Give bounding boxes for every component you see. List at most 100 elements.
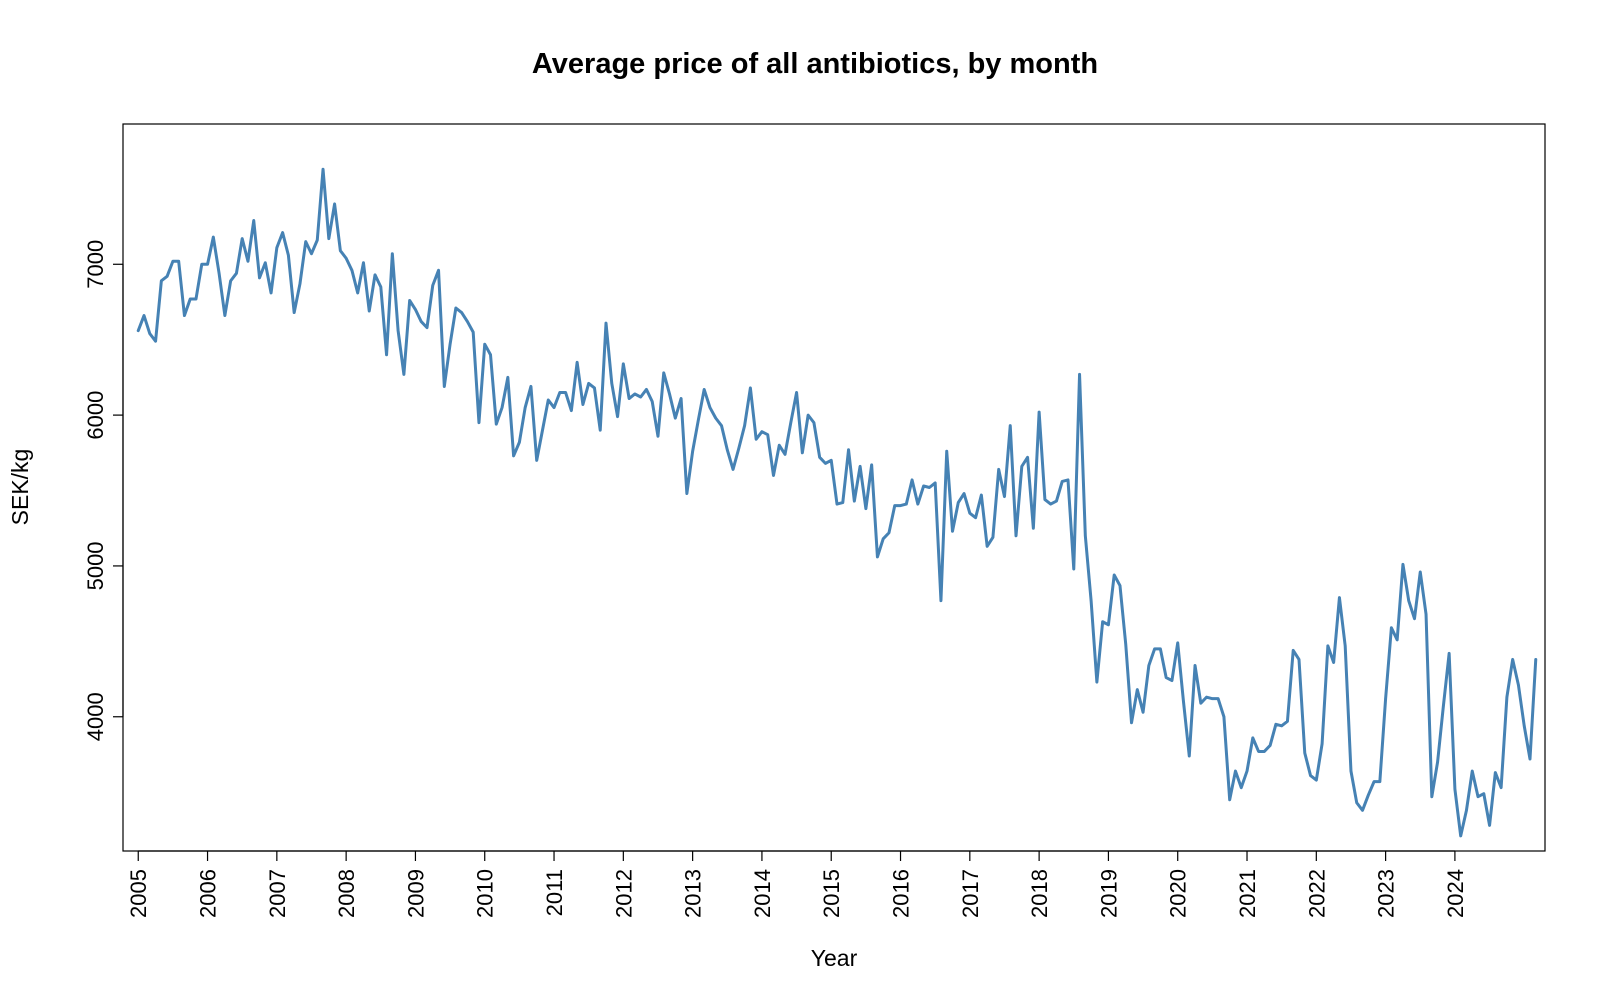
data-point [806, 413, 810, 417]
data-point [697, 418, 700, 421]
data-point [645, 388, 648, 391]
data-point [933, 481, 937, 485]
data-point [310, 252, 313, 255]
data-point [535, 459, 538, 462]
data-point [818, 456, 821, 459]
data-point [1061, 480, 1064, 483]
data-point [760, 430, 764, 433]
x-tick-label: 2015 [819, 869, 844, 918]
data-point [910, 478, 914, 482]
data-point [1072, 567, 1075, 571]
data-point [1309, 774, 1312, 777]
data-point [304, 240, 307, 243]
x-axis-label: Year [811, 945, 858, 971]
data-point [506, 376, 510, 379]
data-point [431, 284, 434, 287]
x-tick-label: 2021 [1235, 869, 1260, 918]
data-point [1014, 534, 1018, 537]
data-point [477, 421, 481, 424]
data-point [835, 502, 839, 506]
data-point [1378, 780, 1382, 783]
data-point [1511, 658, 1514, 661]
data-point [523, 406, 527, 409]
data-point [154, 340, 157, 343]
data-point [1534, 658, 1537, 661]
data-point [812, 421, 816, 424]
data-point [1447, 652, 1451, 655]
data-point [1251, 736, 1254, 740]
data-point [1338, 596, 1341, 599]
data-point [824, 462, 827, 465]
data-point [974, 516, 977, 519]
x-tick-label: 2016 [889, 869, 914, 918]
data-point [1049, 502, 1052, 506]
data-point [651, 400, 654, 403]
data-points [137, 168, 1537, 838]
data-point [639, 395, 642, 399]
data-point [1286, 720, 1289, 723]
data-point [489, 353, 492, 356]
data-point [599, 428, 602, 432]
x-tick-label: 2024 [1443, 869, 1468, 918]
data-point [1118, 584, 1122, 587]
data-point [962, 492, 966, 495]
data-point [1257, 750, 1260, 753]
x-axis: 2005 2006 2007 2008 2009 2010 2011 2012 2013 2014… [126, 850, 1468, 918]
data-point [258, 276, 261, 280]
data-point [1332, 661, 1335, 664]
data-point [1517, 683, 1520, 687]
data-point [148, 332, 151, 335]
data-point [396, 329, 400, 332]
data-point [1505, 695, 1509, 699]
data-point [558, 391, 562, 394]
data-point [402, 373, 406, 376]
data-point [679, 397, 683, 400]
data-point [223, 314, 227, 317]
data-point [252, 219, 255, 222]
y-tick-label: 6000 [83, 391, 108, 440]
data-point [1471, 769, 1474, 773]
data-point [766, 433, 769, 436]
data-point [1141, 711, 1145, 714]
data-point [275, 246, 279, 249]
data-point [1159, 647, 1162, 651]
data-point [720, 424, 723, 427]
x-tick-label: 2008 [334, 869, 359, 918]
data-point [1078, 373, 1081, 376]
x-tick-label: 2010 [473, 869, 498, 918]
data-point [1361, 809, 1364, 812]
data-point [240, 237, 244, 240]
data-point [512, 454, 515, 458]
data-point [344, 257, 348, 260]
data-point [281, 231, 284, 234]
data-point [379, 285, 382, 289]
x-tick-label: 2009 [403, 869, 428, 918]
data-point [529, 385, 533, 388]
data-point [980, 493, 983, 497]
data-point [171, 260, 175, 263]
x-tick-label: 2012 [611, 869, 636, 918]
data-point [229, 279, 232, 283]
y-axis-label: SEK/kg [7, 449, 33, 526]
data-point [1263, 750, 1266, 753]
data-point [968, 511, 972, 515]
data-point [194, 297, 198, 301]
data-point [876, 555, 879, 559]
data-point [1147, 664, 1151, 667]
data-point [298, 282, 302, 286]
data-point [385, 353, 388, 356]
data-point [1488, 824, 1491, 827]
data-point [350, 269, 354, 272]
data-point [292, 311, 296, 314]
data-point [691, 450, 694, 453]
x-tick-label: 2007 [265, 869, 290, 918]
data-point [1153, 647, 1156, 651]
data-point [212, 235, 215, 239]
data-point [483, 343, 486, 346]
data-point [1367, 793, 1370, 797]
data-point [500, 406, 504, 409]
data-point [1482, 792, 1485, 795]
data-point [264, 261, 267, 264]
data-point [1268, 744, 1272, 747]
data-point [1176, 641, 1179, 645]
